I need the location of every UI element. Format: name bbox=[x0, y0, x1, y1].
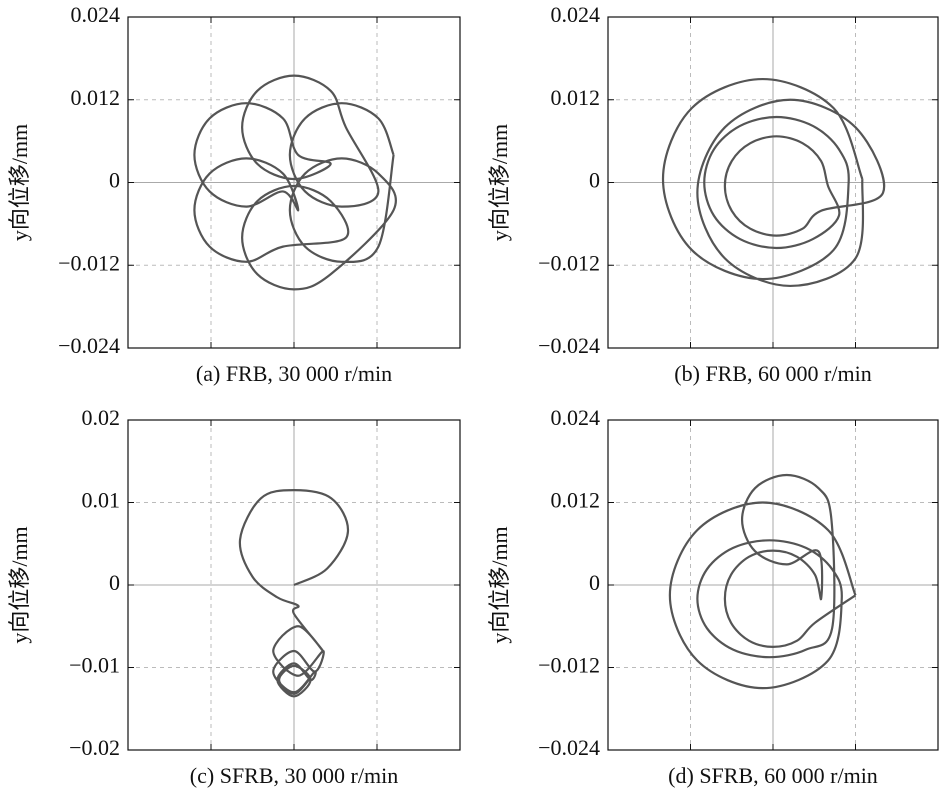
subplot: −0.024 −0.012 0 0.012 0.024 (d) SFRB, 60 000 … bbox=[487, 405, 939, 788]
caption: (c) SFRB, 30 000 r/min bbox=[190, 763, 398, 788]
orbit-line bbox=[661, 77, 886, 288]
y-tick-label: −0.012 bbox=[538, 250, 600, 275]
y-tick-label: 0.024 bbox=[551, 2, 601, 27]
y-tick-label: 0.012 bbox=[551, 85, 601, 110]
y-tick-label: −0.012 bbox=[538, 653, 600, 678]
caption: (a) FRB, 30 000 r/min bbox=[196, 361, 392, 386]
y-tick-label: −0.01 bbox=[69, 653, 120, 678]
y-tick-label: 0.012 bbox=[551, 488, 601, 513]
y-tick-label: 0.02 bbox=[82, 405, 121, 430]
y-tick-label: 0 bbox=[109, 570, 120, 595]
plot-area bbox=[661, 77, 886, 288]
orbit-line bbox=[193, 74, 397, 291]
y-tick-label: −0.012 bbox=[58, 250, 120, 275]
plot-area bbox=[668, 473, 857, 690]
caption: (d) SFRB, 60 000 r/min bbox=[668, 763, 878, 788]
plot-area bbox=[193, 74, 397, 291]
subplot: −0.024 −0.012 0 0.012 0.024 (b) FRB, 60 000 r… bbox=[487, 2, 939, 386]
y-tick-label: 0 bbox=[109, 168, 120, 193]
frame bbox=[607, 419, 939, 751]
caption: (b) FRB, 60 000 r/min bbox=[674, 361, 871, 386]
y-tick-label: −0.024 bbox=[538, 333, 600, 358]
y-axis-label: y向位移/mm bbox=[7, 526, 32, 643]
y-tick-label: −0.02 bbox=[69, 735, 120, 760]
y-axis-label: y向位移/mm bbox=[7, 124, 32, 241]
y-tick-label: 0 bbox=[589, 570, 600, 595]
y-tick-label: 0.024 bbox=[551, 405, 601, 430]
y-axis-label: y向位移/mm bbox=[487, 526, 512, 643]
plot-area bbox=[238, 489, 350, 698]
orbit-line bbox=[668, 473, 857, 690]
y-tick-label: 0.024 bbox=[71, 2, 121, 27]
orbit-line bbox=[238, 489, 350, 698]
y-tick-label: 0.012 bbox=[71, 85, 121, 110]
frame bbox=[127, 16, 461, 349]
subplot: −0.02 −0.01 0 0.01 0.02 (c) SFRB, 30 000 r/mi… bbox=[7, 405, 461, 788]
y-axis-label: y向位移/mm bbox=[487, 124, 512, 241]
frame bbox=[607, 16, 939, 349]
subplot: −0.024 −0.012 0 0.012 0.024 (a) FRB, 30 000 r… bbox=[7, 2, 461, 386]
y-tick-label: −0.024 bbox=[58, 333, 120, 358]
frame bbox=[127, 419, 461, 751]
y-tick-label: 0 bbox=[589, 168, 600, 193]
y-tick-label: −0.024 bbox=[538, 735, 600, 760]
y-tick-label: 0.01 bbox=[82, 488, 121, 513]
